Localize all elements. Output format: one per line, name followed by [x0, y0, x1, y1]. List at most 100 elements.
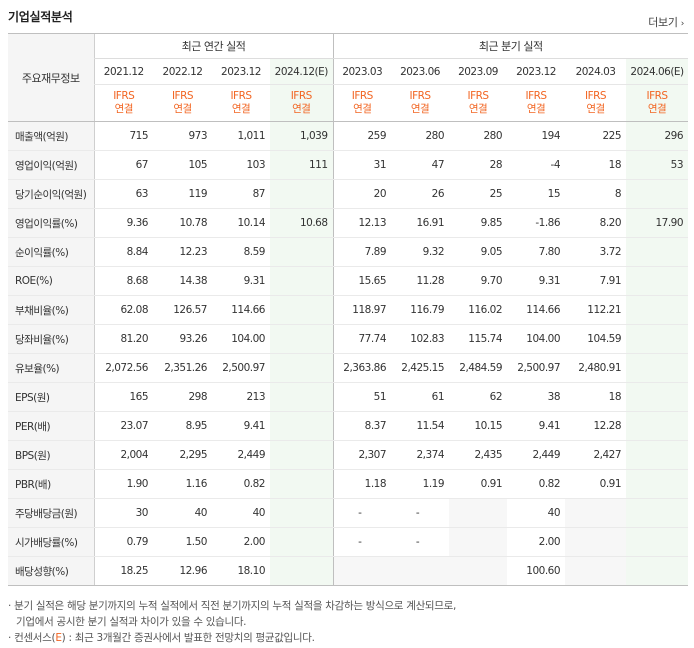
table-cell: 2,484.59 [449, 353, 508, 383]
table-cell [270, 353, 334, 383]
table-cell: 40 [212, 498, 270, 528]
table-cell: 0.82 [212, 469, 270, 499]
table-cell [626, 237, 689, 267]
table-cell: 61 [391, 382, 450, 412]
row-label: PBR(배) [8, 469, 94, 499]
table-cell: 18 [565, 150, 627, 180]
table-cell: 9.31 [212, 266, 270, 296]
ifrs-label: IFRS [113, 90, 135, 102]
table-cell: 8 [565, 179, 627, 209]
table-row: EPS(원) 165 298 213 51 61 62 38 18 [8, 382, 689, 412]
table-cell [332, 556, 392, 586]
table-cell: 114.66 [212, 295, 270, 325]
table-cell: 2,295 [153, 440, 212, 470]
period-header: 2024.12(E) [270, 58, 334, 85]
table-cell [626, 556, 689, 586]
table-cell: 2,427 [565, 440, 627, 470]
table-row: 당기순이익(억원) 63 119 87 20 26 25 15 8 [8, 179, 689, 209]
table-cell: 2,449 [212, 440, 270, 470]
table-row: PER(배) 23.07 8.95 9.41 8.37 11.54 10.15 9.41 12.… [8, 411, 689, 441]
table-cell: 8.68 [93, 266, 153, 296]
table-cell: 114.66 [507, 295, 566, 325]
table-cell [565, 527, 627, 557]
table-cell [626, 179, 689, 209]
table-cell: 2,004 [93, 440, 153, 470]
table-cell: 259 [332, 121, 392, 151]
table-cell: 1.18 [332, 469, 392, 499]
table-cell: 119 [153, 179, 212, 209]
row-label: 당기순이익(억원) [8, 179, 94, 209]
ifrs-badge: IFRS 연결 [332, 84, 392, 122]
table-cell: 2.00 [212, 527, 270, 557]
period-header: 2023.03 [332, 58, 392, 85]
table-row: PBR(배) 1.90 1.16 0.82 1.18 1.19 0.91 0.82 0.91 [8, 469, 689, 499]
ifrs-label: IFRS [230, 90, 252, 102]
table-cell [626, 440, 689, 470]
table-cell: - [332, 498, 392, 528]
ifrs-badge: IFRS 연결 [270, 84, 334, 122]
table-cell: 1.19 [391, 469, 450, 499]
more-label: 더보기 [648, 16, 678, 29]
ifrs-badge: IFRS 연결 [212, 84, 270, 122]
table-row: BPS(원) 2,004 2,295 2,449 2,307 2,374 2,435 2,44… [8, 440, 689, 470]
ifrs-label: IFRS [646, 90, 668, 102]
table-cell: 2,351.26 [153, 353, 212, 383]
table-cell: 16.91 [391, 208, 450, 238]
table-cell: 126.57 [153, 295, 212, 325]
table-cell: 28 [449, 150, 508, 180]
table-cell: 15 [507, 179, 566, 209]
table-cell: 8.59 [212, 237, 270, 267]
table-cell: 8.20 [565, 208, 627, 238]
table-cell: 40 [153, 498, 212, 528]
row-label: 시가배당률(%) [8, 527, 94, 557]
table-cell: 62 [449, 382, 508, 412]
table-cell [449, 498, 508, 528]
note-line-3-suffix: ) : 최근 3개월간 증권사에서 발표한 전망치의 평균값입니다. [61, 632, 315, 644]
table-cell: 0.82 [507, 469, 566, 499]
table-cell [270, 440, 334, 470]
table-cell [626, 324, 689, 354]
consolidated-label: 연결 [526, 103, 546, 115]
table-cell [270, 324, 334, 354]
table-cell: 10.15 [449, 411, 508, 441]
table-cell: 18.25 [93, 556, 153, 586]
table-row: 당좌비율(%) 81.20 93.26 104.00 77.74 102.83 115.74… [8, 324, 689, 354]
ifrs-label: IFRS [467, 90, 489, 102]
row-label: 부채비율(%) [8, 295, 94, 325]
table-cell: 87 [212, 179, 270, 209]
table-cell: 81.20 [93, 324, 153, 354]
ifrs-badge: IFRS 연결 [449, 84, 508, 122]
ifrs-row: IFRS 연결 IFRS 연결 IFRS 연결 IFRS 연결 IFRS 연결 IFRS 연결 IFRS… [8, 84, 689, 122]
table-cell [626, 295, 689, 325]
table-cell: 8.37 [332, 411, 392, 441]
table-cell [626, 382, 689, 412]
table-cell: 9.36 [93, 208, 153, 238]
table-cell: 12.23 [153, 237, 212, 267]
table-row: 영업이익(억원) 67 105 103 111 31 47 28 -4 18 53 [8, 150, 689, 180]
table-cell: 67 [93, 150, 153, 180]
period-header: 2023.12 [507, 58, 566, 85]
table-cell: 280 [449, 121, 508, 151]
note-line-1: 분기 실적은 해당 분기까지의 누적 실적에서 직전 분기까지의 누적 실적을 … [14, 600, 457, 612]
table-cell: 296 [626, 121, 689, 151]
table-cell: 104.59 [565, 324, 627, 354]
table-cell: 298 [153, 382, 212, 412]
table-cell: 0.79 [93, 527, 153, 557]
row-label: 영업이익률(%) [8, 208, 94, 238]
table-cell: 17.90 [626, 208, 689, 238]
table-cell: 1,011 [212, 121, 270, 151]
table-cell [270, 469, 334, 499]
more-link[interactable]: 더보기 › [648, 14, 684, 30]
consolidated-label: 연결 [114, 103, 134, 115]
table-cell: 14.38 [153, 266, 212, 296]
table-cell: 9.05 [449, 237, 508, 267]
table-cell: 118.97 [332, 295, 392, 325]
table-cell: 12.96 [153, 556, 212, 586]
footnotes: · 분기 실적은 해당 분기까지의 누적 실적에서 직전 분기까지의 누적 실적… [8, 600, 457, 644]
table-cell: 116.02 [449, 295, 508, 325]
table-cell: 213 [212, 382, 270, 412]
table-row: 주당배당금(원) 30 40 40- -40 [8, 498, 689, 528]
table-cell: 9.70 [449, 266, 508, 296]
chevron-right-icon: › [680, 19, 685, 29]
table-cell [626, 527, 689, 557]
